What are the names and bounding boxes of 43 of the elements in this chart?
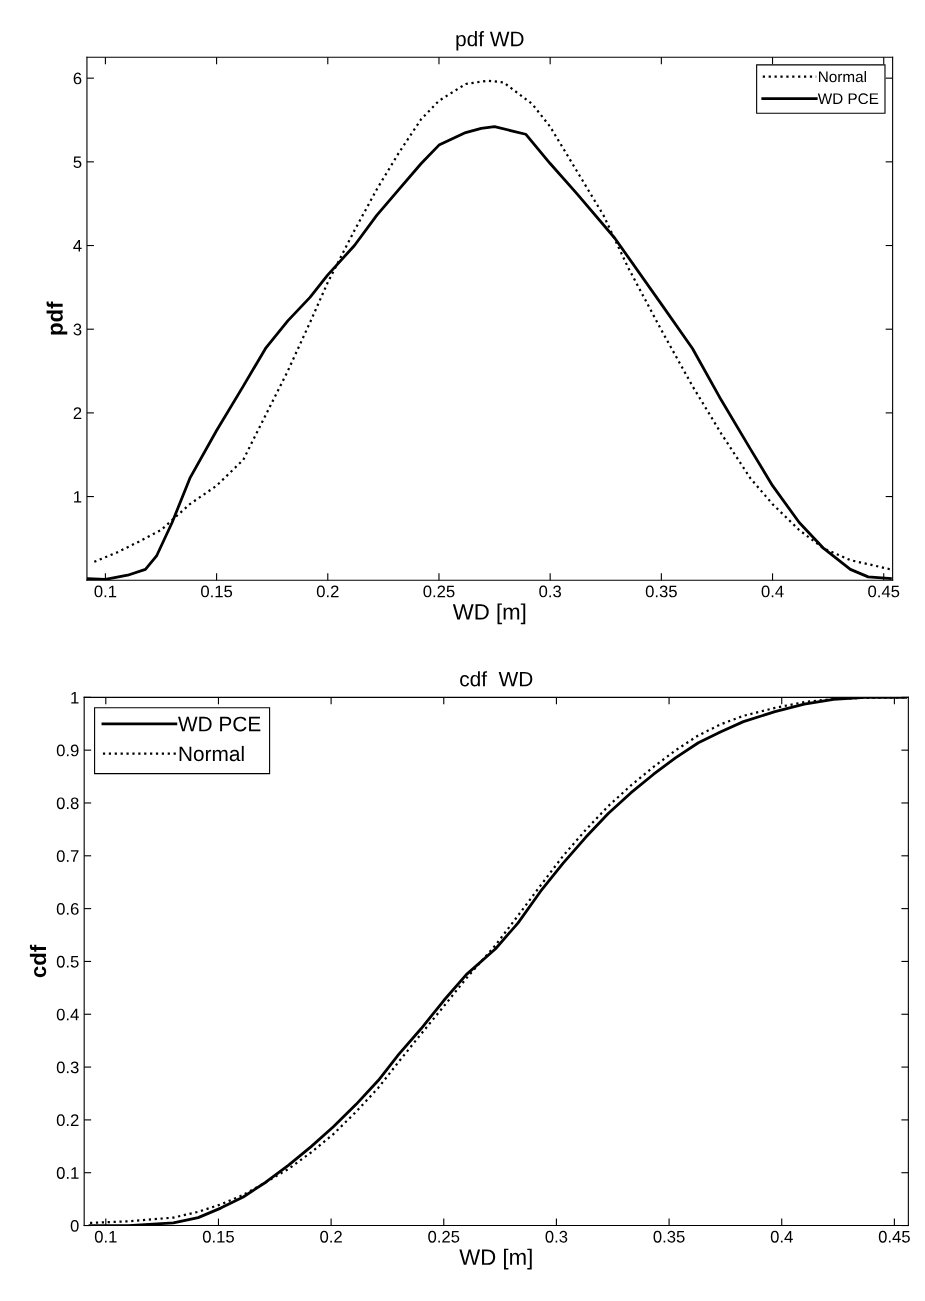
x-tick-label: 0.35 [645, 585, 677, 598]
legend-label: WD PCE [178, 716, 261, 732]
x-axis-title: WD [m] [459, 1248, 532, 1270]
y-tick-label: 0.4 [56, 1008, 79, 1021]
x-tick-label: 0.15 [202, 1230, 234, 1243]
y-tick-label: 3 [73, 323, 82, 336]
x-tick-label: 0.4 [770, 1230, 793, 1243]
y-tick-label: 0.3 [56, 1061, 79, 1074]
x-axis-title: WD [m] [452, 603, 526, 625]
y-tick-label: 0.5 [56, 955, 79, 968]
x-tick-label: 0.35 [653, 1230, 685, 1243]
y-tick-label: 0.2 [56, 1114, 79, 1127]
x-tick-label: 0.2 [316, 585, 339, 598]
y-axis-title: cdf [29, 944, 47, 978]
x-tick-label: 0.25 [428, 1230, 460, 1243]
chart-title: pdf WD [456, 31, 524, 51]
x-tick-label: 0.45 [878, 1230, 910, 1243]
chart-title: cdf WD [460, 671, 533, 687]
y-tick-label: 0.6 [56, 903, 79, 915]
y-tick-label: 4 [73, 240, 82, 252]
y-tick-label: 0.7 [56, 850, 79, 862]
y-tick-label: 0 [70, 1219, 79, 1232]
y-tick-label: 0.8 [56, 797, 79, 810]
x-tick-label: 0.4 [761, 585, 784, 598]
x-tick-label: 0.1 [94, 1230, 117, 1243]
y-tick-label: 0.1 [56, 1167, 79, 1179]
x-tick-label: 0.3 [545, 1230, 568, 1243]
y-tick-label: 1 [74, 491, 82, 503]
legend-label: Normal [819, 70, 866, 83]
y-tick-label: 2 [73, 407, 82, 419]
legend-label: Normal [179, 745, 244, 762]
x-tick-label: 0.15 [201, 585, 233, 598]
y-tick-label: 0.9 [56, 744, 79, 757]
y-axis-title: pdf [46, 301, 68, 335]
y-tick-label: 5 [73, 156, 82, 169]
x-tick-label: 0.25 [423, 585, 455, 598]
y-tick-label: 1 [71, 691, 79, 704]
legend-label: WD PCE [817, 93, 879, 105]
x-tick-label: 0.2 [320, 1230, 342, 1243]
y-tick-label: 6 [73, 72, 82, 85]
x-tick-label: 0.45 [868, 585, 900, 598]
x-tick-label: 0.3 [539, 585, 562, 598]
x-tick-label: 0.1 [94, 585, 117, 598]
